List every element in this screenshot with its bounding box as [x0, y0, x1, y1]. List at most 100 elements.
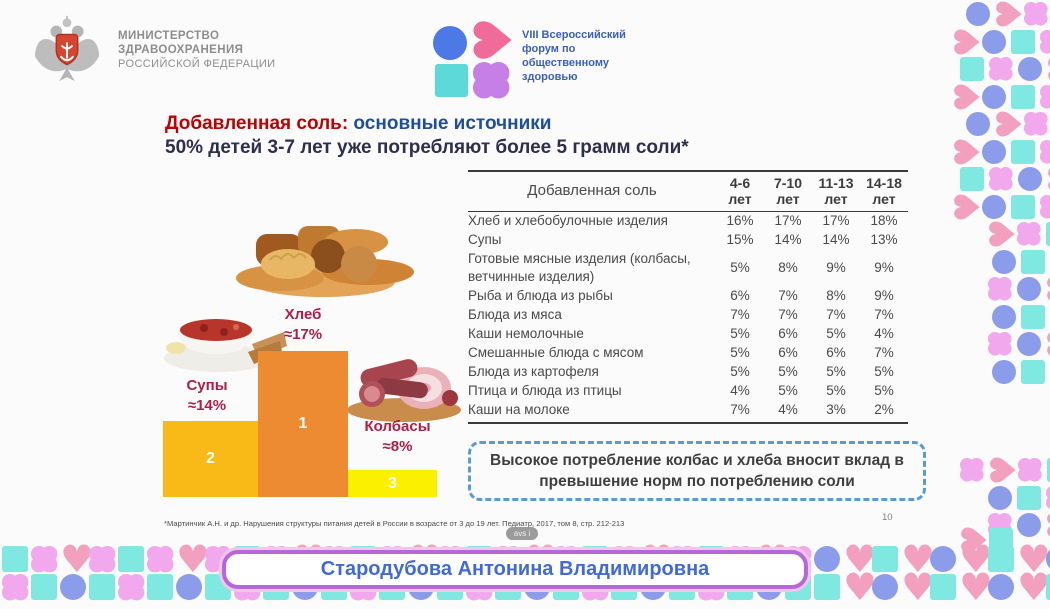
speaker-name: Стародубова Антонина Владимировна: [321, 558, 710, 581]
table-cell: 5%: [812, 325, 860, 344]
label-soups: Супы ≈14%: [158, 376, 256, 416]
table-title: Добавленная соль: [468, 171, 716, 212]
circle-icon: [1017, 277, 1041, 301]
clover-icon: [1018, 458, 1032, 472]
square-icon: [1017, 486, 1041, 510]
bar-sausage: 3: [348, 470, 437, 497]
circle-icon: [1017, 513, 1041, 537]
table-row-label: Птица и блюда из птицы: [468, 382, 716, 401]
circle-icon: [982, 140, 1006, 164]
square-icon: [1046, 574, 1050, 600]
table-cell: 7%: [716, 401, 764, 423]
heart-icon: ♥: [957, 136, 981, 167]
clover-icon: [89, 546, 105, 562]
circle-icon: [982, 85, 1006, 109]
square-icon: [1046, 222, 1050, 246]
table-cell: 18%: [860, 212, 908, 232]
circle-icon: [966, 2, 990, 26]
square-icon: [814, 574, 840, 600]
table-row-label: Рыба и блюда из рыбы: [468, 287, 716, 306]
table-cell: 9%: [860, 287, 908, 306]
table-cell: 4%: [860, 325, 908, 344]
square-icon: [960, 167, 984, 191]
table-cell: 5%: [716, 250, 764, 287]
table-row-label: Хлеб и хлебобулочные изделия: [468, 212, 716, 232]
clover-icon: [473, 62, 495, 84]
table-cell: 6%: [716, 287, 764, 306]
table-cell: 5%: [764, 363, 812, 382]
table-cell: 7%: [812, 306, 860, 325]
square-icon: [1011, 195, 1035, 219]
ministry-name-line3: РОССИЙСКОЙ ФЕДЕРАЦИИ: [118, 57, 275, 71]
ministry-logo: МИНИСТЕРСТВО ЗДРАВООХРАНЕНИЯ РОССИЙСКОЙ …: [30, 13, 275, 87]
table-row-label: Смешанные блюда с мясом: [468, 344, 716, 363]
square-icon: [147, 574, 173, 600]
forum-title-line: здоровью: [522, 70, 626, 84]
title-line1: Добавленная соль: основные источники: [165, 112, 689, 136]
square-icon: [1021, 305, 1045, 329]
table-cell: 7%: [764, 287, 812, 306]
circle-icon: [1018, 167, 1042, 191]
clover-icon: [1040, 140, 1050, 154]
clover-icon: [989, 57, 1003, 71]
callout-text: Высокое потребление колбас и хлеба вноси…: [490, 452, 904, 490]
table-cell: 7%: [860, 344, 908, 363]
label-soups-name: Супы: [186, 377, 227, 394]
circle-icon: [1018, 57, 1042, 81]
table-cell: 2%: [860, 401, 908, 423]
clover-icon: [1017, 222, 1031, 236]
heart-icon: ♥: [993, 454, 1017, 485]
table-cell: 14%: [764, 231, 812, 250]
bar-sausage-rank: 3: [388, 475, 397, 493]
table-cell: 8%: [812, 287, 860, 306]
label-bread-name: Хлеб: [285, 306, 322, 323]
table-cell: 14%: [812, 231, 860, 250]
table-cell: 3%: [812, 401, 860, 423]
circle-icon: [988, 574, 1014, 600]
table-cell: 4%: [716, 382, 764, 401]
circle-icon: [872, 574, 898, 600]
slide-title: Добавленная соль: основные источники 50%…: [165, 112, 689, 160]
ministry-emblem-icon: [30, 13, 104, 87]
table-cell: 9%: [812, 250, 860, 287]
label-sausage: Колбасы ≈8%: [350, 417, 445, 457]
speaker-name-banner: Стародубова Антонина Владимировна: [222, 550, 808, 589]
table-row-label: Каши на молоке: [468, 401, 716, 423]
circle-icon: [982, 30, 1006, 54]
label-soups-value: ≈14%: [188, 397, 226, 414]
table-row-label: Блюда из картофеля: [468, 363, 716, 382]
label-sausage-value: ≈8%: [383, 438, 413, 455]
square-icon: [960, 57, 984, 81]
clover-icon: [988, 332, 1002, 346]
table-cell: 5%: [860, 382, 908, 401]
sausage-image: [344, 350, 466, 424]
table-cell: 5%: [860, 363, 908, 382]
circle-icon: [992, 305, 1016, 329]
circle-icon: [992, 250, 1016, 274]
table-row-label: Блюда из мяса: [468, 306, 716, 325]
label-sausage-name: Колбасы: [364, 418, 430, 435]
clover-icon: [989, 167, 1003, 181]
square-icon: [930, 574, 956, 600]
bread-image: [228, 216, 418, 304]
circle-icon: [814, 546, 840, 572]
clover-icon: [118, 574, 134, 590]
clover-icon: [1040, 85, 1050, 99]
table-row-label: Готовые мясные изделия (колбасы, ветчинн…: [468, 250, 716, 287]
bar-soups-rank: 2: [206, 450, 215, 468]
table-cell: 13%: [860, 231, 908, 250]
clover-icon: [960, 458, 974, 472]
table-cell: 17%: [812, 212, 860, 232]
heart-icon: ♥: [999, 108, 1023, 139]
table-cell: 9%: [860, 250, 908, 287]
page-number: 10: [882, 512, 893, 523]
forum-title-line: общественному: [522, 56, 626, 70]
table-cell: 7%: [716, 306, 764, 325]
